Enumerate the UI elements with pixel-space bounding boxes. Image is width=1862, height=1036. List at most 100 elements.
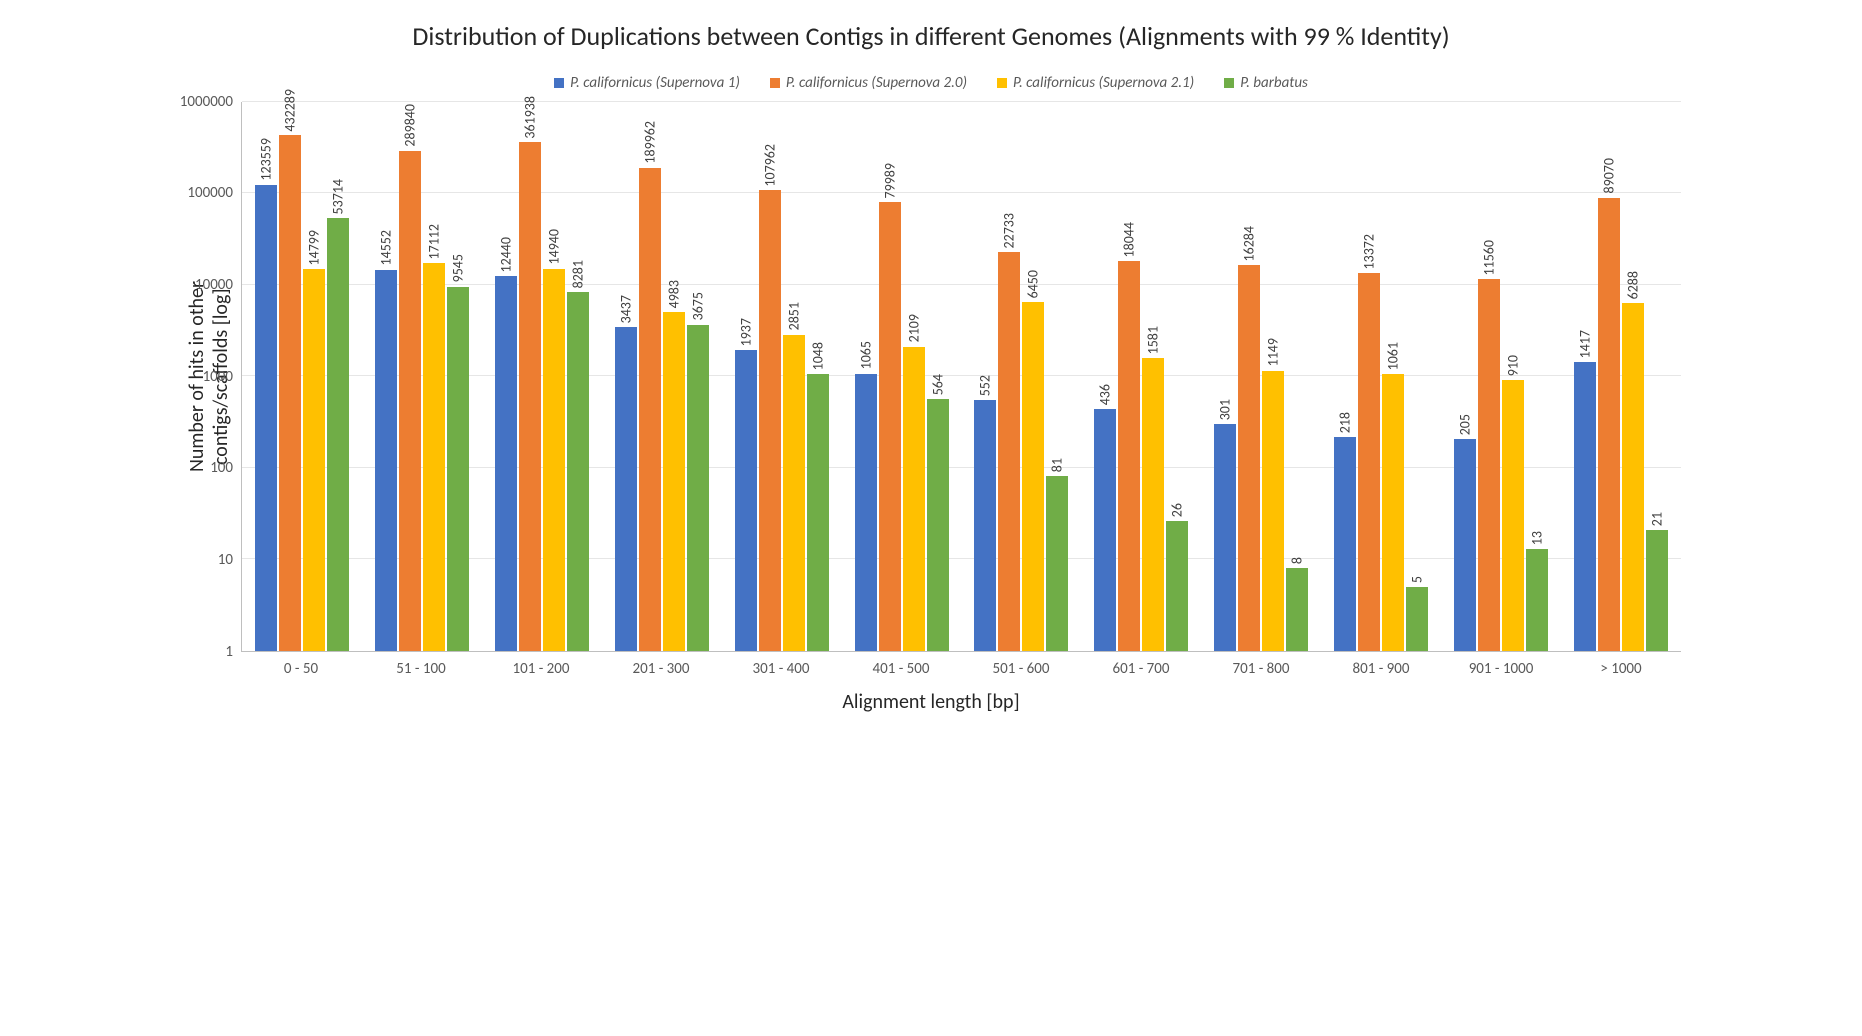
y-axis: 1101001000100001000001000000 bbox=[233, 102, 241, 652]
bar-value-label: 81 bbox=[1049, 458, 1066, 472]
chart-title: Distribution of Duplications between Con… bbox=[181, 20, 1681, 54]
bar: 5 bbox=[1406, 587, 1428, 651]
x-tick: 301 - 400 bbox=[721, 652, 841, 678]
legend-item: P. californicus (Supernova 1) bbox=[554, 74, 740, 92]
plot-wrapper: Number of hits in other contigs/scaffold… bbox=[181, 102, 1681, 652]
bar-value-label: 552 bbox=[977, 375, 994, 396]
bar: 361938 bbox=[519, 142, 541, 651]
legend-label: P. californicus (Supernova 2.0) bbox=[786, 74, 967, 92]
bar-group: 3011628411498 bbox=[1201, 102, 1321, 651]
bar: 3675 bbox=[687, 325, 709, 651]
x-tick: 501 - 600 bbox=[961, 652, 1081, 678]
bar-value-label: 5 bbox=[1409, 576, 1426, 583]
bar: 14552 bbox=[375, 270, 397, 651]
bar: 22733 bbox=[998, 252, 1020, 651]
plot-area: 1235594322891479953714145522898401711295… bbox=[241, 102, 1681, 652]
bar-value-label: 26 bbox=[1169, 503, 1186, 517]
bar-value-label: 9545 bbox=[449, 254, 466, 282]
x-axis: 0 - 5051 - 100101 - 200201 - 300301 - 40… bbox=[241, 652, 1681, 678]
legend: P. californicus (Supernova 1) P. californ… bbox=[181, 74, 1681, 92]
bar: 8 bbox=[1286, 568, 1308, 651]
bar: 301 bbox=[1214, 424, 1236, 651]
legend-label: P. californicus (Supernova 2.1) bbox=[1013, 74, 1194, 92]
bar-value-label: 1048 bbox=[809, 342, 826, 370]
bar-value-label: 432289 bbox=[281, 89, 298, 132]
bar-value-label: 8 bbox=[1289, 557, 1306, 564]
bar-value-label: 13 bbox=[1529, 531, 1546, 545]
x-tick: 0 - 50 bbox=[241, 652, 361, 678]
bar: 9545 bbox=[447, 287, 469, 651]
x-tick: 201 - 300 bbox=[601, 652, 721, 678]
bar: 4983 bbox=[663, 312, 685, 650]
bar-group: 1065799892109564 bbox=[842, 102, 962, 651]
bar-value-label: 910 bbox=[1505, 355, 1522, 376]
legend-item: P. californicus (Supernova 2.1) bbox=[997, 74, 1194, 92]
x-tick: 801 - 900 bbox=[1321, 652, 1441, 678]
bar-group: 43618044 1581 26 bbox=[1081, 102, 1201, 651]
bar-value-label: 21 bbox=[1649, 512, 1666, 526]
bar-group: 55222733645081 bbox=[962, 102, 1082, 651]
bar: 6288 bbox=[1622, 303, 1644, 651]
legend-swatch bbox=[1224, 78, 1234, 88]
bar: 53714 bbox=[327, 218, 349, 651]
bar-group: 12440361938149408281 bbox=[482, 102, 602, 651]
bar-value-label: 1149 bbox=[1265, 338, 1282, 366]
bar-value-label: 14799 bbox=[305, 230, 322, 265]
bar: 1048 bbox=[807, 374, 829, 650]
bar-value-label: 123559 bbox=[257, 138, 274, 181]
x-tick: 401 - 500 bbox=[841, 652, 961, 678]
bar-group: 2181337210615 bbox=[1321, 102, 1441, 651]
x-tick: 901 - 1000 bbox=[1441, 652, 1561, 678]
bar: 1149 bbox=[1262, 371, 1284, 651]
bar-group: 193710796228511048 bbox=[722, 102, 842, 651]
bar-value-label: 4983 bbox=[665, 280, 682, 308]
bar-value-label: 1417 bbox=[1577, 330, 1594, 358]
bar-value-label: 189962 bbox=[641, 121, 658, 164]
bar-value-label: 8281 bbox=[569, 260, 586, 288]
bar: 11560 bbox=[1478, 279, 1500, 651]
bar: 14940 bbox=[543, 269, 565, 651]
bar-value-label: 6288 bbox=[1625, 271, 1642, 299]
bar-value-label: 14940 bbox=[545, 229, 562, 264]
bar-value-label: 6450 bbox=[1025, 270, 1042, 298]
x-tick: 601 - 700 bbox=[1081, 652, 1201, 678]
bar: 21 bbox=[1646, 530, 1668, 651]
bar-group: 141789070628821 bbox=[1561, 102, 1681, 651]
bar: 17112 bbox=[423, 263, 445, 650]
bar: 552 bbox=[974, 400, 996, 651]
bar: 564 bbox=[927, 399, 949, 651]
bar: 436 bbox=[1094, 409, 1116, 651]
bar-value-label: 301 bbox=[1217, 399, 1234, 420]
bar: 2851 bbox=[783, 335, 805, 651]
legend-label: P. barbatus bbox=[1240, 74, 1308, 92]
bar-value-label: 79989 bbox=[881, 163, 898, 198]
bar: 107962 bbox=[759, 190, 781, 651]
x-tick: > 1000 bbox=[1561, 652, 1681, 678]
bar-value-label: 205 bbox=[1457, 414, 1474, 435]
bar-value-label: 2109 bbox=[905, 314, 922, 342]
bar: 1417 bbox=[1574, 362, 1596, 650]
bar-value-label: 22733 bbox=[1001, 213, 1018, 248]
bar: 14799 bbox=[303, 269, 325, 651]
bar: 1061 bbox=[1382, 374, 1404, 651]
legend-swatch bbox=[770, 78, 780, 88]
bar-value-label: 1061 bbox=[1385, 342, 1402, 370]
bar: 189962 bbox=[639, 168, 661, 651]
bar-value-label: 53714 bbox=[329, 179, 346, 214]
legend-label: P. californicus (Supernova 1) bbox=[570, 74, 740, 92]
bar-value-label: 107962 bbox=[761, 144, 778, 187]
bar: 6450 bbox=[1022, 302, 1044, 651]
bar: 16284 bbox=[1238, 265, 1260, 650]
bar-value-label: 1581 bbox=[1145, 326, 1162, 354]
bar-value-label: 361938 bbox=[521, 96, 538, 139]
bar-value-label: 3675 bbox=[689, 292, 706, 320]
bar-value-label: 289840 bbox=[401, 104, 418, 147]
bar: 12440 bbox=[495, 276, 517, 651]
bar: 89070 bbox=[1598, 198, 1620, 651]
bar: 79989 bbox=[879, 202, 901, 651]
bar: 8281 bbox=[567, 292, 589, 651]
bar: 18044 bbox=[1118, 261, 1140, 650]
bar-value-label: 2851 bbox=[785, 302, 802, 330]
bar: 205 bbox=[1454, 439, 1476, 651]
bar-value-label: 11560 bbox=[1481, 240, 1498, 275]
